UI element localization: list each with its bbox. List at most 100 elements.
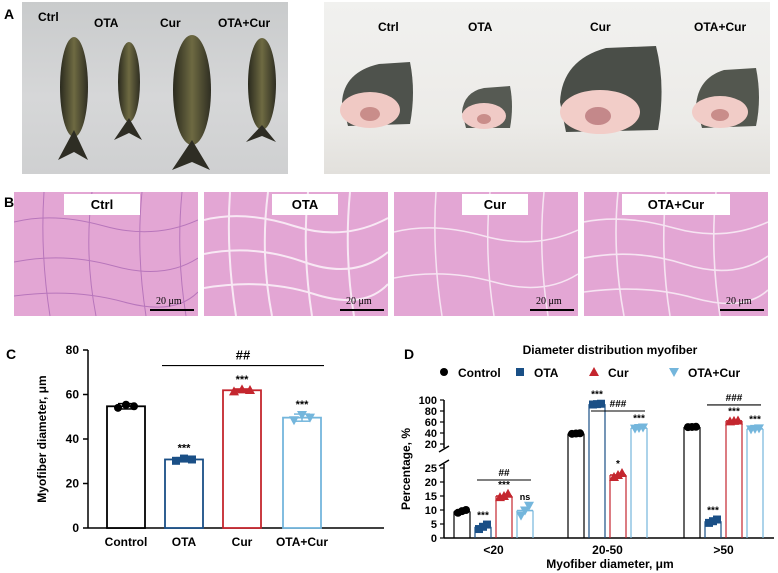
steak-label-ctrl: Ctrl	[378, 20, 399, 34]
data-point	[638, 423, 648, 433]
fish-label-ctrl: Ctrl	[38, 10, 59, 24]
scale-bar-text-ctrl: 20 μm	[156, 296, 182, 307]
fish-steak-illustration	[340, 46, 759, 134]
y-tick-label: 25	[425, 463, 437, 475]
data-point	[520, 506, 530, 516]
data-point	[597, 399, 605, 408]
fish-label-ota-cur: OTA+Cur	[218, 16, 271, 30]
data-point	[524, 501, 534, 511]
histology-ota-cur: OTA+Cur 20 μm	[584, 192, 768, 316]
scale-bar-text-ota: 20 μm	[346, 296, 372, 307]
significance-label: ***	[728, 406, 740, 417]
steak-label-ota: OTA	[468, 20, 493, 34]
chart-myofiber-diameter: 0 20 40 60 80 Myofiber diameter, μm Control OTA…	[35, 343, 384, 549]
x-axis-label: Myofiber diameter, μm	[546, 557, 673, 571]
legend-label: Cur	[608, 366, 629, 380]
histology-label-ota: OTA	[272, 194, 338, 215]
steak-label-cur: Cur	[590, 20, 611, 34]
y-tick-label: 20	[425, 477, 437, 489]
comparison-label: ###	[726, 393, 743, 404]
bar	[282, 416, 322, 529]
x-tick-label: 20-50	[592, 543, 623, 557]
fish-ota	[114, 42, 142, 140]
x-tick-label: <20	[483, 543, 504, 557]
data-point	[483, 520, 491, 529]
chart-title: Diameter distribution myofiber	[523, 343, 698, 357]
y-tick-label: 80	[425, 406, 437, 418]
x-tick-label: OTA+Cur	[276, 535, 328, 549]
chart-diameter-distribution: Diameter distribution myofiber Control OTA…	[399, 343, 774, 571]
data-point	[462, 506, 470, 514]
data-point	[172, 456, 180, 465]
panel-letter-a: A	[4, 6, 15, 22]
y-tick-label: 0	[431, 533, 437, 545]
legend-label: OTA	[534, 366, 559, 380]
significance-label: ***	[178, 443, 192, 455]
scale-bar-ota-cur	[720, 309, 764, 311]
data-point	[754, 424, 764, 434]
data-point	[130, 402, 138, 411]
data-point	[733, 415, 743, 425]
legend-marker	[516, 368, 524, 376]
whole-fish-photo: Ctrl OTA Cur OTA+Cur	[22, 2, 288, 174]
significance-label: ***	[296, 399, 310, 411]
axis-break-mark	[438, 445, 450, 453]
data-point	[297, 410, 307, 420]
y-tick-label: 20	[66, 477, 80, 491]
scale-bar-ota	[340, 309, 384, 311]
scale-bar-ctrl	[150, 309, 194, 311]
y-tick-label: 0	[72, 521, 79, 535]
data-point	[516, 511, 526, 521]
data-point	[122, 400, 130, 409]
data-point	[692, 422, 700, 431]
whole-fish-illustration	[58, 35, 276, 170]
data-point	[289, 416, 299, 426]
x-tick-label: >50	[713, 543, 734, 557]
tissue-texture	[14, 192, 198, 316]
histology-label-ctrl: Ctrl	[64, 194, 140, 215]
x-tick-label: Cur	[232, 535, 253, 549]
panel-letter-b: B	[4, 194, 15, 210]
data-point	[114, 403, 122, 412]
legend-marker	[589, 367, 599, 376]
y-tick-label: 15	[425, 491, 437, 503]
data-point	[305, 413, 315, 423]
tissue-texture	[394, 192, 578, 316]
y-axis-label: Percentage, %	[399, 428, 413, 510]
data-point	[713, 515, 721, 524]
comparison-label: ###	[610, 399, 627, 410]
data-point	[576, 429, 584, 438]
panel-letter-d: D	[404, 346, 415, 362]
steak-cur	[560, 46, 662, 134]
panel-letter-c: C	[6, 346, 17, 362]
y-tick-label: 5	[431, 519, 437, 531]
bar	[164, 458, 204, 529]
axis-break-mark	[438, 459, 450, 467]
histology-label-cur: Cur	[462, 194, 528, 215]
legend-label: OTA+Cur	[688, 366, 740, 380]
data-point	[180, 454, 188, 463]
steak-ota-cur	[692, 68, 759, 128]
data-point	[237, 384, 247, 394]
significance-label: ***	[633, 414, 645, 425]
fish-cur	[172, 35, 211, 170]
legend-marker	[669, 368, 679, 377]
data-point	[188, 455, 196, 464]
bar	[222, 389, 262, 529]
y-axis-label: Myofiber diameter, μm	[35, 375, 49, 502]
fish-label-cur: Cur	[160, 16, 181, 30]
significance-label: ns	[520, 492, 531, 502]
fish-ctrl	[58, 37, 88, 160]
fish-ota-cur	[246, 38, 276, 142]
fish-label-ota: OTA	[94, 16, 119, 30]
histology-label-ota-cur: OTA+Cur	[622, 194, 730, 215]
scale-bar-text-ota-cur: 20 μm	[726, 296, 752, 307]
y-tick-label: 80	[66, 343, 80, 357]
significance-label: ***	[707, 506, 719, 517]
y-tick-label: 20	[425, 439, 437, 451]
significance-label: ***	[236, 374, 250, 386]
scale-bar-cur	[530, 309, 574, 311]
significance-label: ***	[749, 414, 761, 425]
tissue-texture	[204, 192, 388, 316]
